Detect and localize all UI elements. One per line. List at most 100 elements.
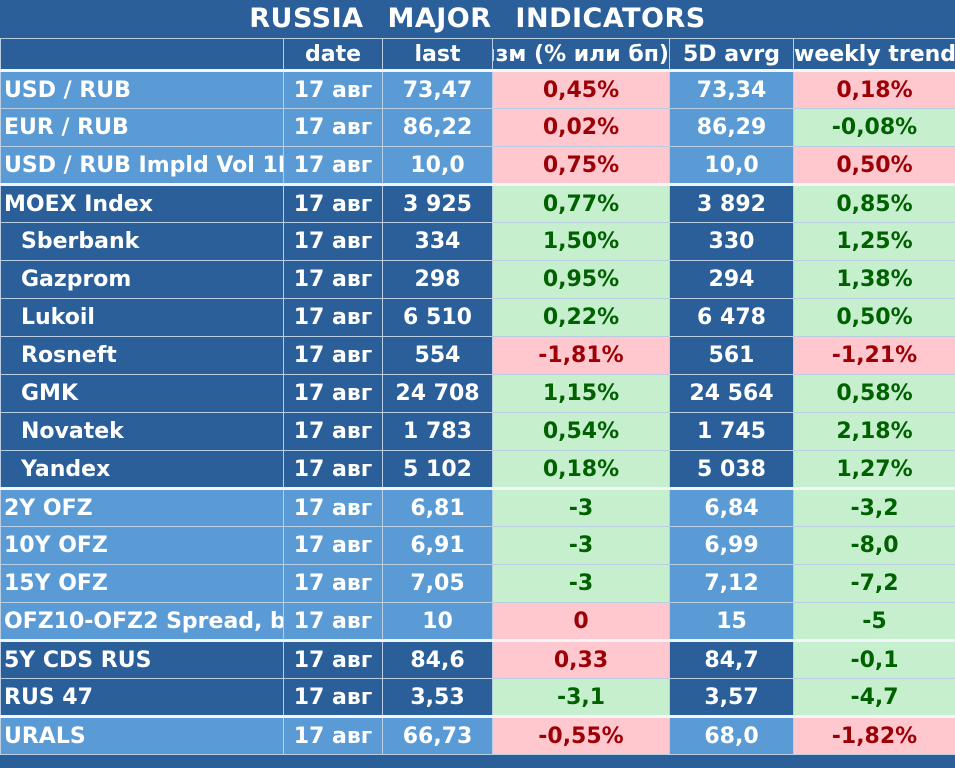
row-5d-avg: 6,84 [669,487,794,527]
row-5d-avg: 10,0 [669,146,794,185]
table-row: Yandex 17 авг 5 102 0,18% 5 038 1,27% [0,450,955,489]
row-last: 3 925 [382,183,493,223]
table-row: 10Y OFZ 17 авг 6,91 -3 6,99 -8,0 [0,526,955,565]
row-weekly-trend: 0,50% [793,146,955,185]
row-date: 17 авг [283,602,383,641]
row-last: 6,81 [382,487,493,527]
row-last: 73,47 [382,69,493,109]
row-weekly-trend: 0,50% [793,298,955,337]
row-last: 298 [382,260,493,299]
row-5d-avg: 330 [669,222,794,261]
row-last: 66,73 [382,715,493,755]
row-5d-avg: 6,99 [669,526,794,565]
row-name: USD / RUB Impld Vol 1M [0,146,284,185]
row-last: 554 [382,336,493,375]
row-last: 1 783 [382,412,493,451]
table-row: Rosneft 17 авг 554 -1,81% 561 -1,21% [0,336,955,375]
row-last: 84,6 [382,639,493,679]
row-5d-avg: 24 564 [669,374,794,413]
row-5d-avg: 73,34 [669,69,794,109]
row-date: 17 авг [283,222,383,261]
row-change: 0,75% [492,146,670,185]
table-row: 2Y OFZ 17 авг 6,81 -3 6,84 -3,2 [0,487,955,527]
row-change: 0,22% [492,298,670,337]
row-5d-avg: 15 [669,602,794,641]
row-date: 17 авг [283,146,383,185]
header-weekly-trend: weekly trend [793,38,955,71]
row-date: 17 авг [283,450,383,489]
row-date: 17 авг [283,260,383,299]
row-change: 0,18% [492,450,670,489]
row-name: URALS [0,715,284,755]
table-row: OFZ10-OFZ2 Spread, bp 17 авг 10 0 15 -5 [0,602,955,641]
row-change: 0,77% [492,183,670,223]
row-change: 0,95% [492,260,670,299]
table-row: 5Y CDS RUS 17 авг 84,6 0,33 84,7 -0,1 [0,639,955,679]
row-5d-avg: 86,29 [669,108,794,147]
table-row: Novatek 17 авг 1 783 0,54% 1 745 2,18% [0,412,955,451]
row-5d-avg: 561 [669,336,794,375]
row-date: 17 авг [283,183,383,223]
row-name: 10Y OFZ [0,526,284,565]
row-5d-avg: 294 [669,260,794,299]
row-5d-avg: 6 478 [669,298,794,337]
row-name: RUS 47 [0,678,284,717]
row-change: 0,45% [492,69,670,109]
row-name: OFZ10-OFZ2 Spread, bp [0,602,284,641]
row-date: 17 авг [283,69,383,109]
table-row: EUR / RUB 17 авг 86,22 0,02% 86,29 -0,08% [0,108,955,147]
row-weekly-trend: -1,82% [793,715,955,755]
row-weekly-trend: -5 [793,602,955,641]
row-name: GMK [0,374,284,413]
row-date: 17 авг [283,526,383,565]
row-change: -3 [492,526,670,565]
row-name: Lukoil [0,298,284,337]
table-row: Lukoil 17 авг 6 510 0,22% 6 478 0,50% [0,298,955,337]
row-name: Yandex [0,450,284,489]
row-name: Rosneft [0,336,284,375]
row-name: MOEX Index [0,183,284,223]
row-change: 0 [492,602,670,641]
header-name [0,38,284,71]
row-weekly-trend: 2,18% [793,412,955,451]
row-5d-avg: 1 745 [669,412,794,451]
row-date: 17 авг [283,487,383,527]
row-last: 6 510 [382,298,493,337]
table-row: 15Y OFZ 17 авг 7,05 -3 7,12 -7,2 [0,564,955,603]
sheet-title: RUSSIA MAJOR INDICATORS [0,0,955,38]
row-date: 17 авг [283,564,383,603]
row-change: -3 [492,564,670,603]
row-weekly-trend: 0,18% [793,69,955,109]
row-5d-avg: 7,12 [669,564,794,603]
row-change: 0,33 [492,639,670,679]
row-name: 15Y OFZ [0,564,284,603]
row-weekly-trend: -4,7 [793,678,955,717]
row-weekly-trend: -8,0 [793,526,955,565]
row-weekly-trend: -3,2 [793,487,955,527]
header-row: date last изм (% или бп) 5D avrg weekly … [0,38,955,71]
row-date: 17 авг [283,639,383,679]
row-last: 10,0 [382,146,493,185]
table-row: URALS 17 авг 66,73 -0,55% 68,0 -1,82% [0,715,955,755]
row-5d-avg: 3,57 [669,678,794,717]
row-change: 0,54% [492,412,670,451]
row-5d-avg: 68,0 [669,715,794,755]
table-row: MOEX Index 17 авг 3 925 0,77% 3 892 0,85% [0,183,955,223]
row-date: 17 авг [283,412,383,451]
row-name: Sberbank [0,222,284,261]
row-change: 1,15% [492,374,670,413]
row-last: 7,05 [382,564,493,603]
row-change: 1,50% [492,222,670,261]
indicators-table: date last изм (% или бп) 5D avrg weekly … [0,38,955,755]
row-date: 17 авг [283,678,383,717]
row-last: 6,91 [382,526,493,565]
row-5d-avg: 5 038 [669,450,794,489]
header-5d-avg: 5D avrg [669,38,794,71]
row-name: Novatek [0,412,284,451]
row-date: 17 авг [283,715,383,755]
row-name: 5Y CDS RUS [0,639,284,679]
table-row: Gazprom 17 авг 298 0,95% 294 1,38% [0,260,955,299]
table-row: USD / RUB 17 авг 73,47 0,45% 73,34 0,18% [0,69,955,109]
row-change: -3,1 [492,678,670,717]
